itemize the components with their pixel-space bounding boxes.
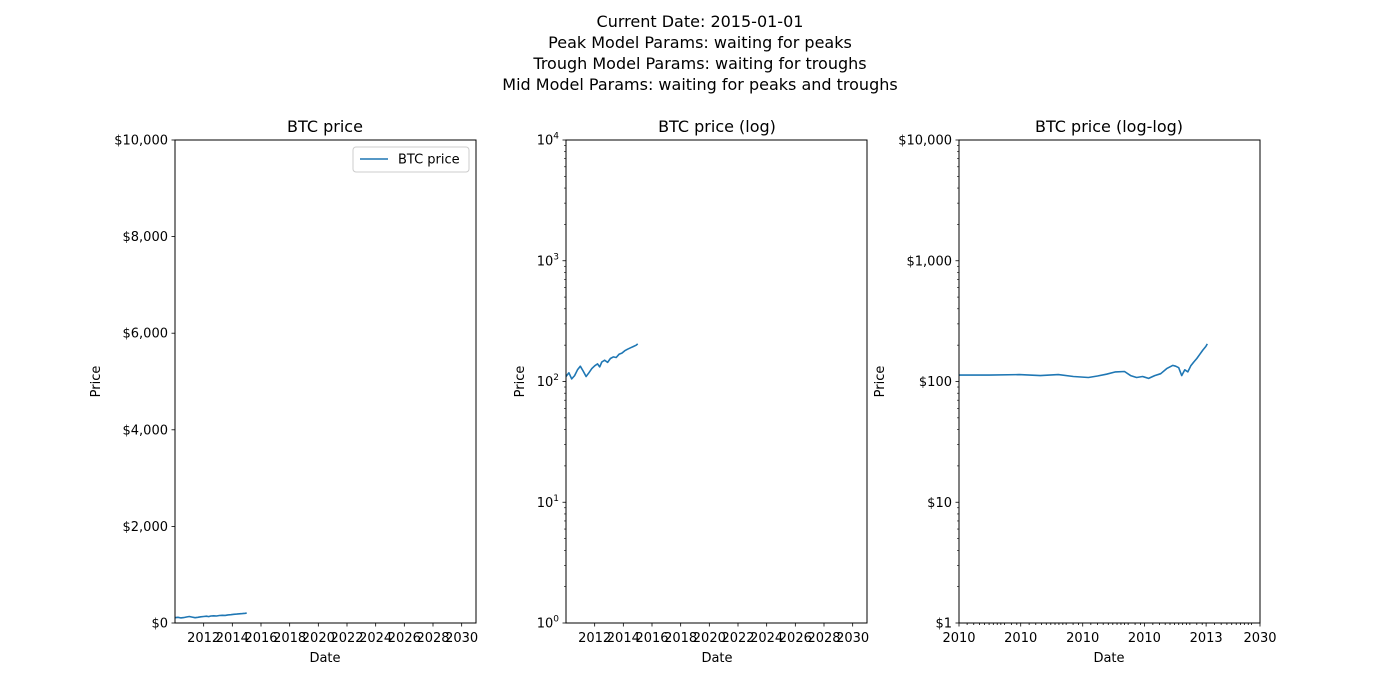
x-tick-label: 2020 bbox=[302, 631, 335, 646]
axes-frame bbox=[565, 139, 868, 624]
y-tick-label: 103 bbox=[537, 252, 559, 269]
x-tick-label: 2030 bbox=[1243, 631, 1276, 646]
x-axis-label: Date bbox=[309, 651, 340, 666]
y-tick-label: 101 bbox=[537, 494, 559, 511]
x-tick-label: 2020 bbox=[693, 631, 726, 646]
x-tick-label: 2014 bbox=[607, 631, 640, 646]
y-axis-ticks: $0 $2,000 $4,000 $6,000 $8,000 $10,000 bbox=[114, 134, 175, 632]
suptitle-line-current-date: Current Date: 2015-01-01 bbox=[596, 12, 804, 31]
y-axis-label: Price bbox=[513, 366, 528, 398]
y-tick-label: $8,000 bbox=[123, 230, 169, 245]
y-tick-label: $1 bbox=[935, 617, 952, 632]
legend: BTC price bbox=[352, 146, 470, 173]
y-tick-label: $6,000 bbox=[123, 327, 169, 342]
y-tick-label: $10,000 bbox=[898, 134, 952, 149]
x-tick-label: 2014 bbox=[216, 631, 249, 646]
x-tick-label: 2016 bbox=[635, 631, 668, 646]
y-tick-label: 104 bbox=[537, 132, 560, 149]
x-tick-label: 2012 bbox=[578, 631, 611, 646]
x-tick-label: 2018 bbox=[664, 631, 697, 646]
y-tick-label: $100 bbox=[919, 375, 952, 390]
x-axis-label: Date bbox=[1093, 651, 1124, 666]
x-tick-label: 2026 bbox=[388, 631, 421, 646]
suptitle-line-peak-params: Peak Model Params: waiting for peaks bbox=[548, 33, 852, 52]
legend-box bbox=[352, 146, 470, 173]
axes-frame bbox=[174, 139, 477, 624]
y-tick-label: $2,000 bbox=[123, 520, 169, 535]
panel-btc-price-log: BTC price (log) 201220142016201820202022… bbox=[513, 117, 869, 666]
x-tick-label: 2018 bbox=[273, 631, 306, 646]
x-tick-label: 2028 bbox=[416, 631, 449, 646]
panel-title: BTC price (log-log) bbox=[1035, 117, 1183, 136]
y-tick-label: $10,000 bbox=[114, 134, 168, 149]
x-tick-label: 2010 bbox=[1128, 631, 1161, 646]
x-tick-label: 2016 bbox=[244, 631, 277, 646]
x-tick-label: 2010 bbox=[942, 631, 975, 646]
x-tick-label: 2012 bbox=[187, 631, 220, 646]
panel-btc-price-log-log: BTC price (log-log) 2010 2010 2010 2010 2013… bbox=[873, 117, 1277, 666]
x-axis-label: Date bbox=[701, 651, 732, 666]
panel-title: BTC price bbox=[287, 117, 363, 136]
series-line-btc-price-log-log bbox=[959, 343, 1208, 380]
panel-btc-price: BTC price 201220142016201820202022202420… bbox=[89, 117, 478, 666]
y-tick-label: $10 bbox=[927, 496, 952, 511]
x-tick-label: 2030 bbox=[836, 631, 869, 646]
y-tick-label: $0 bbox=[151, 617, 168, 632]
x-tick-label: 2026 bbox=[779, 631, 812, 646]
legend-entry-btc-price: BTC price bbox=[398, 153, 460, 168]
y-axis-label: Price bbox=[89, 366, 104, 398]
y-axis-label: Price bbox=[873, 366, 888, 398]
figure-suptitle: Current Date: 2015-01-01 Peak Model Para… bbox=[0, 11, 1400, 95]
y-tick-label: 102 bbox=[537, 373, 559, 390]
suptitle-line-mid-params: Mid Model Params: waiting for peaks and … bbox=[502, 75, 898, 94]
x-tick-label: 2010 bbox=[1066, 631, 1099, 646]
x-tick-label: 2024 bbox=[359, 631, 392, 646]
y-axis-ticks: 100 101 102 103 104 bbox=[537, 132, 566, 632]
y-axis-ticks: $1 $10 $100 $1,000 $10,000 bbox=[898, 134, 959, 632]
x-tick-label: 2028 bbox=[807, 631, 840, 646]
suptitle-line-trough-params: Trough Model Params: waiting for troughs bbox=[533, 54, 867, 73]
y-tick-label: $4,000 bbox=[123, 423, 169, 438]
series-line-btc-price bbox=[174, 612, 247, 619]
x-tick-label: 2024 bbox=[750, 631, 783, 646]
x-tick-label: 2030 bbox=[445, 631, 478, 646]
y-tick-label: $1,000 bbox=[907, 254, 953, 269]
x-tick-label: 2022 bbox=[721, 631, 754, 646]
x-tick-label: 2013 bbox=[1190, 631, 1223, 646]
x-tick-label: 2022 bbox=[330, 631, 363, 646]
x-axis-ticks: 2010 2010 2010 2010 2013 2030 bbox=[942, 623, 1277, 646]
series-line-btc-price-log bbox=[565, 343, 639, 380]
y-tick-label: 100 bbox=[537, 615, 560, 632]
axes-frame bbox=[958, 139, 1261, 624]
x-tick-label: 2010 bbox=[1004, 631, 1037, 646]
panel-title: BTC price (log) bbox=[658, 117, 776, 136]
